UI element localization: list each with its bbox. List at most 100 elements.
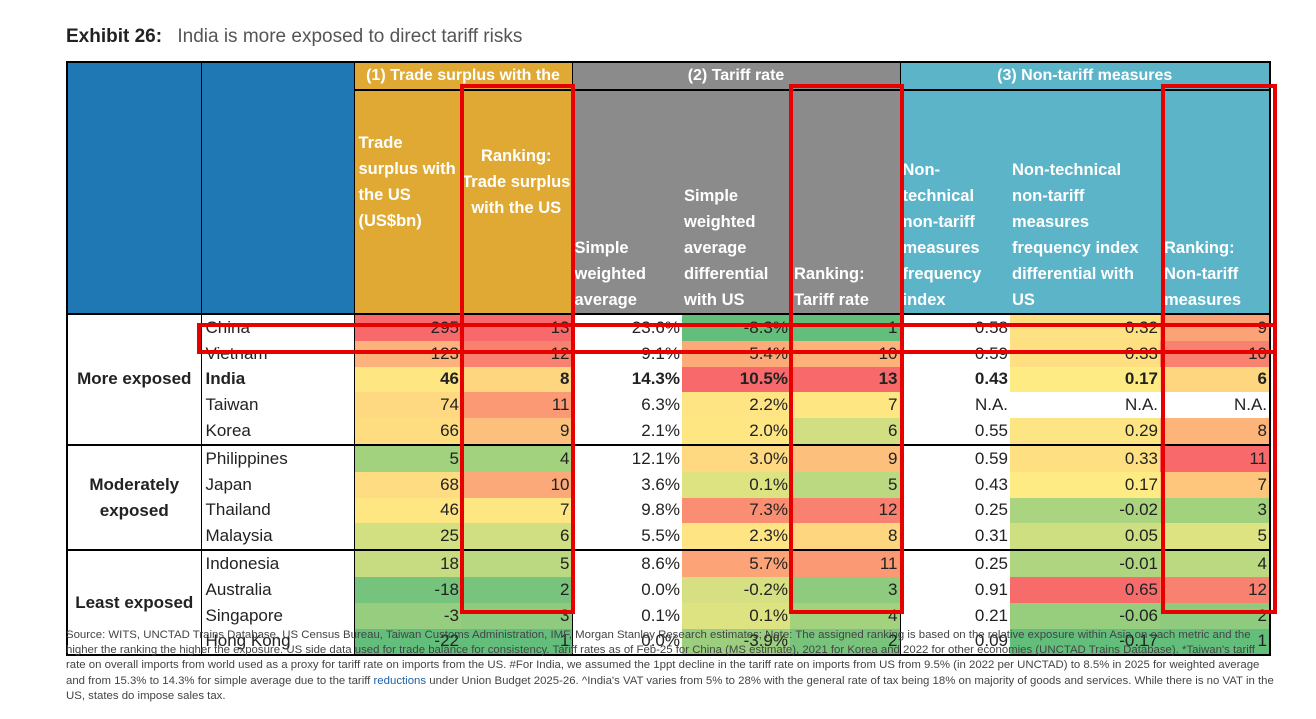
cell-rank-tariff: 9 <box>790 443 900 472</box>
country-name: Korea <box>200 418 354 445</box>
group-trade-surplus: (1) Trade surplus with the <box>353 61 572 91</box>
cell-ntm-diff: N.A. <box>1010 392 1160 419</box>
cell-ntm-diff: 0.29 <box>1010 418 1160 445</box>
cell-rank-tariff: 6 <box>790 418 900 445</box>
cell-rank-trade: 13 <box>461 313 572 341</box>
cell-ntm-index: 0.43 <box>899 366 1010 393</box>
cell-simple-weighted: 14.3% <box>571 366 682 393</box>
cell-rank-trade: 5 <box>461 549 572 577</box>
country-name: Philippines <box>200 443 354 472</box>
cell-simple-weighted: 23.6% <box>571 313 682 341</box>
cell-rank-tariff: 3 <box>790 576 900 603</box>
country-name: India <box>200 366 354 393</box>
cell-trade-surplus: 123 <box>353 340 461 367</box>
col-simple-weighted: Simple weighted average <box>571 90 682 314</box>
table-row: Korea 66 9 2.1% 2.0% 6 0.55 0.29 8 <box>67 418 1271 445</box>
cell-simple-weighted: 9.1% <box>571 340 682 367</box>
col-rank-ntm: Ranking: Non-tariff measures <box>1160 90 1271 314</box>
col-ntm-index: Non-technical non-tariff measures freque… <box>899 90 1010 314</box>
cell-rank-ntm: 11 <box>1160 443 1271 472</box>
country-name: Australia <box>200 576 354 603</box>
cell-ntm-diff: 0.32 <box>1010 313 1160 341</box>
cell-simple-diff: 2.0% <box>682 418 790 445</box>
cell-rank-trade: 11 <box>461 392 572 419</box>
cell-simple-weighted: 8.6% <box>571 549 682 577</box>
table-row: Japan 68 10 3.6% 0.1% 5 0.43 0.17 7 <box>67 471 1271 498</box>
group-tariff-rate: (2) Tariff rate <box>571 61 900 91</box>
cell-rank-tariff: 2 <box>790 628 900 657</box>
cell-trade-surplus: 25 <box>353 523 461 551</box>
country-name: Hong Kong <box>200 628 354 657</box>
col-trade-surplus: Trade surplus with the US (US$bn) <box>353 90 461 314</box>
country-name: Thailand <box>200 497 354 524</box>
col-ntm-diff: Non-technical non-tariff measures freque… <box>1010 90 1160 314</box>
cell-ntm-index: 0.58 <box>899 313 1010 341</box>
col-simple-diff-label: Simple weighted average differential wit… <box>684 187 769 309</box>
cell-rank-ntm: 3 <box>1160 497 1271 524</box>
cell-ntm-diff: 0.65 <box>1010 576 1160 603</box>
cell-ntm-index: N.A. <box>899 392 1010 419</box>
cell-simple-weighted: 12.1% <box>571 443 682 472</box>
cell-ntm-index: 0.43 <box>899 471 1010 498</box>
cell-simple-weighted: 2.1% <box>571 418 682 445</box>
cell-trade-surplus: -22 <box>353 628 461 657</box>
table-row: Hong Kong -22 1 0.0% -3.9% 2 0.09 -0.17 1 <box>67 628 1271 657</box>
col-simple-weighted-label: Simple weighted average <box>574 239 647 309</box>
cell-rank-trade: 3 <box>461 602 572 629</box>
row-group-label: Moderately exposed <box>66 443 201 551</box>
country-name: Singapore <box>200 602 354 629</box>
cell-rank-ntm: 1 <box>1160 628 1271 657</box>
cell-ntm-diff: -0.17 <box>1010 628 1160 657</box>
country-name: Taiwan <box>200 392 354 419</box>
cell-ntm-index: 0.59 <box>899 443 1010 472</box>
cell-rank-tariff: 1 <box>790 313 900 341</box>
col-trade-surplus-label: Trade surplus with the US (US$bn) <box>358 134 456 230</box>
note-text: Source: WITS, UNCTAD Trains Database, US… <box>66 629 1260 687</box>
cell-simple-diff: 7.3% <box>682 497 790 524</box>
cell-ntm-diff: 0.05 <box>1010 523 1160 551</box>
table-row: Vietnam 123 12 9.1% 5.4% 10 0.59 0.33 10 <box>67 340 1271 367</box>
cell-rank-trade: 10 <box>461 471 572 498</box>
country-name: Vietnam <box>200 340 354 367</box>
table-row: Singapore -3 3 0.1% 0.1% 4 0.21 -0.06 2 <box>67 602 1271 629</box>
table-row: Australia -18 2 0.0% -0.2% 3 0.91 0.65 12 <box>67 576 1271 603</box>
cell-rank-trade: 9 <box>461 418 572 445</box>
cell-rank-ntm: 8 <box>1160 418 1271 445</box>
cell-simple-weighted: 3.6% <box>571 471 682 498</box>
group-non-tariff: (3) Non-tariff measures <box>899 61 1271 91</box>
country-name: China <box>200 313 354 341</box>
cell-rank-trade: 12 <box>461 340 572 367</box>
cell-ntm-diff: 0.17 <box>1010 366 1160 393</box>
cell-trade-surplus: -3 <box>353 602 461 629</box>
cell-rank-tariff: 13 <box>790 366 900 393</box>
cell-trade-surplus: 66 <box>353 418 461 445</box>
table-row: Least exposed Indonesia 18 5 8.6% 5.7% 11 0.25-… <box>66 549 1271 657</box>
cell-rank-tariff: 11 <box>790 549 900 577</box>
country-name: Indonesia <box>200 549 354 577</box>
reductions-link[interactable]: reductions <box>373 674 427 687</box>
country-name: Malaysia <box>200 523 354 551</box>
cell-rank-trade: 6 <box>461 523 572 551</box>
cell-simple-diff: -3.9% <box>682 628 790 657</box>
cell-simple-diff: 0.1% <box>682 602 790 629</box>
exhibit-heading: India is more exposed to direct tariff r… <box>177 26 523 47</box>
cell-ntm-diff: 0.33 <box>1010 340 1160 367</box>
cell-trade-surplus: 46 <box>353 497 461 524</box>
exposure-table: (1) Trade surplus with the (2) Tariff ra… <box>66 61 1271 657</box>
cell-trade-surplus: 295 <box>353 313 461 341</box>
col-rank-tariff: Ranking: Tariff rate <box>790 90 900 314</box>
cell-simple-diff: 2.2% <box>682 392 790 419</box>
exhibit-title: Exhibit 26: India is more exposed to dir… <box>66 26 522 48</box>
cell-rank-trade: 1 <box>461 628 572 657</box>
table-row: More exposed China 295 13 23.6% -8.3% 1 0.58 0.3… <box>66 313 1271 445</box>
row-group-label: More exposed <box>66 313 201 445</box>
source-note: Source: WITS, UNCTAD Trains Database, US… <box>66 628 1276 704</box>
cell-ntm-index: 0.25 <box>899 549 1010 577</box>
cell-rank-ntm: 5 <box>1160 523 1271 551</box>
cell-rank-trade: 8 <box>461 366 572 393</box>
cell-rank-ntm: 2 <box>1160 602 1271 629</box>
cell-rank-ntm: 6 <box>1160 366 1271 393</box>
col-rank-tariff-label: Ranking: Tariff rate <box>794 265 869 309</box>
cell-rank-ntm: 4 <box>1160 549 1271 577</box>
table-row: Thailand 46 7 9.8% 7.3% 12 0.25 -0.02 3 <box>67 497 1271 524</box>
